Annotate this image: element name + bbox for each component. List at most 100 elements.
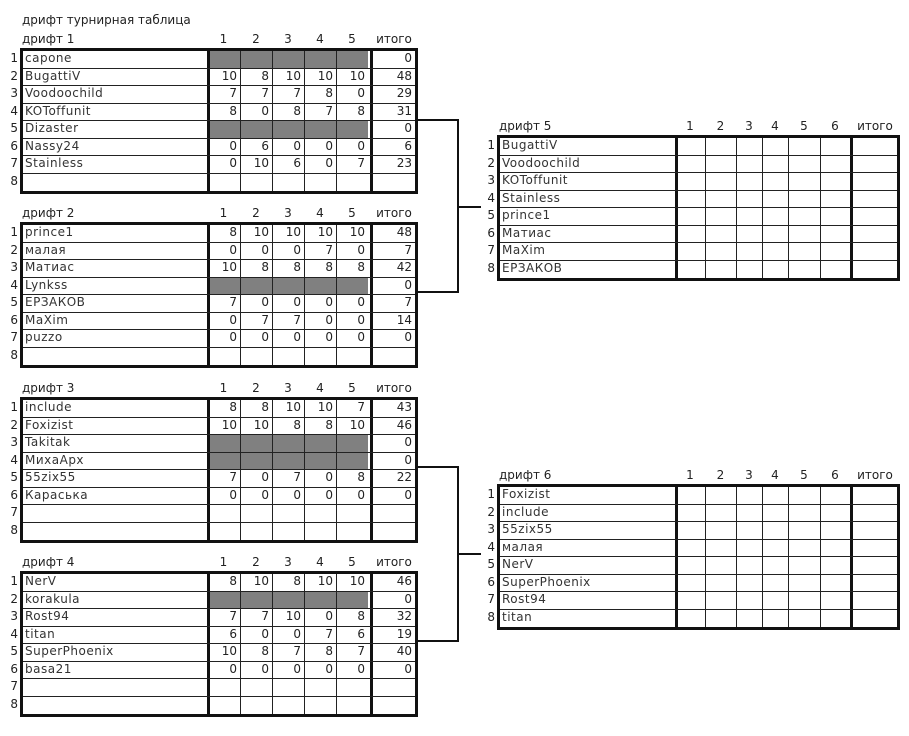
score-cell[interactable] (207, 174, 240, 191)
score-cell[interactable] (675, 191, 705, 207)
score-cell[interactable]: 7 (207, 609, 240, 626)
score-cell[interactable] (788, 540, 820, 556)
score-cell[interactable] (736, 522, 762, 539)
score-cell[interactable] (675, 208, 705, 225)
player-name[interactable]: Nassy24 (25, 139, 80, 153)
score-cell[interactable] (788, 243, 820, 260)
score-cell[interactable]: 0 (207, 313, 240, 329)
score-cell[interactable] (820, 540, 850, 556)
player-name[interactable]: include (502, 505, 549, 519)
player-name[interactable]: 55zix55 (25, 470, 76, 484)
score-cell[interactable] (240, 348, 272, 365)
score-cell[interactable]: 10 (240, 574, 272, 591)
score-cell[interactable]: 0 (272, 662, 304, 678)
player-name[interactable]: KOToffunit (25, 104, 91, 118)
player-name[interactable]: 55zix55 (502, 522, 553, 536)
score-cell[interactable]: 10 (240, 418, 272, 434)
score-cell[interactable] (736, 208, 762, 225)
score-cell[interactable]: 0 (240, 295, 272, 312)
player-name[interactable]: MaXim (502, 243, 546, 257)
score-cell[interactable]: 0 (240, 330, 272, 347)
player-name[interactable]: Караська (25, 488, 89, 502)
score-cell[interactable]: 8 (240, 400, 272, 417)
score-cell[interactable]: 10 (207, 260, 240, 277)
score-cell[interactable] (304, 505, 336, 522)
score-cell[interactable] (820, 173, 850, 190)
player-name[interactable]: Lynkss (25, 278, 68, 292)
score-cell[interactable] (820, 243, 850, 260)
score-cell[interactable] (762, 208, 788, 225)
score-cell[interactable]: 0 (336, 86, 368, 103)
score-cell[interactable]: 8 (272, 260, 304, 277)
score-cell[interactable]: 7 (207, 86, 240, 103)
score-cell[interactable] (304, 174, 336, 191)
player-name[interactable]: Rost94 (502, 592, 547, 606)
score-cell[interactable] (240, 174, 272, 191)
score-cell[interactable] (705, 522, 736, 539)
score-cell[interactable]: 0 (272, 488, 304, 504)
score-cell[interactable] (736, 505, 762, 521)
score-cell[interactable] (736, 575, 762, 591)
player-name[interactable]: Матиас (25, 260, 75, 274)
score-cell[interactable] (207, 348, 240, 365)
score-cell[interactable]: 0 (272, 139, 304, 155)
player-name[interactable] (25, 523, 202, 538)
score-cell[interactable] (675, 138, 705, 155)
score-cell[interactable] (705, 226, 736, 242)
score-cell[interactable]: 10 (240, 225, 272, 242)
player-name[interactable]: Rost94 (25, 609, 70, 623)
score-cell[interactable] (820, 557, 850, 574)
score-cell[interactable] (788, 191, 820, 207)
score-cell[interactable] (675, 156, 705, 172)
score-cell[interactable] (762, 191, 788, 207)
player-name[interactable]: Stainless (502, 191, 561, 205)
score-cell[interactable]: 0 (336, 295, 368, 312)
score-cell[interactable]: 10 (207, 644, 240, 661)
score-cell[interactable]: 7 (304, 627, 336, 643)
score-cell[interactable]: 10 (336, 69, 368, 85)
player-name[interactable]: Foxizist (25, 418, 74, 432)
score-cell[interactable] (762, 557, 788, 574)
player-name[interactable]: BugattiV (25, 69, 81, 83)
score-cell[interactable]: 8 (304, 418, 336, 434)
player-name[interactable] (25, 174, 202, 189)
score-cell[interactable] (675, 505, 705, 521)
score-cell[interactable] (762, 592, 788, 609)
score-cell[interactable] (736, 191, 762, 207)
score-cell[interactable] (820, 487, 850, 504)
score-cell[interactable]: 0 (304, 330, 336, 347)
score-cell[interactable] (304, 348, 336, 365)
score-cell[interactable]: 0 (207, 662, 240, 678)
score-cell[interactable] (336, 679, 368, 696)
score-cell[interactable] (207, 505, 240, 522)
player-name[interactable]: Dizaster (25, 121, 79, 135)
score-cell[interactable] (705, 610, 736, 627)
score-cell[interactable] (788, 173, 820, 190)
score-cell[interactable]: 7 (207, 295, 240, 312)
score-cell[interactable]: 10 (207, 418, 240, 434)
score-cell[interactable]: 8 (240, 69, 272, 85)
score-cell[interactable] (272, 697, 304, 714)
score-cell[interactable] (788, 557, 820, 574)
score-cell[interactable] (207, 679, 240, 696)
player-name[interactable]: KOToffunit (502, 173, 568, 187)
player-name[interactable] (25, 348, 202, 363)
score-cell[interactable]: 8 (240, 260, 272, 277)
score-cell[interactable]: 0 (304, 488, 336, 504)
score-cell[interactable]: 10 (304, 574, 336, 591)
score-cell[interactable]: 0 (207, 330, 240, 347)
score-cell[interactable]: 7 (336, 156, 368, 173)
score-cell[interactable]: 7 (336, 400, 368, 417)
score-cell[interactable] (705, 261, 736, 278)
score-cell[interactable]: 10 (272, 609, 304, 626)
player-name[interactable]: малая (25, 243, 67, 257)
score-cell[interactable] (736, 592, 762, 609)
player-name[interactable]: МихаАрх (25, 453, 85, 467)
score-cell[interactable]: 10 (336, 225, 368, 242)
score-cell[interactable] (736, 226, 762, 242)
player-name[interactable]: Матиас (502, 226, 552, 240)
score-cell[interactable] (675, 243, 705, 260)
score-cell[interactable]: 8 (240, 644, 272, 661)
score-cell[interactable] (675, 261, 705, 278)
score-cell[interactable] (675, 522, 705, 539)
